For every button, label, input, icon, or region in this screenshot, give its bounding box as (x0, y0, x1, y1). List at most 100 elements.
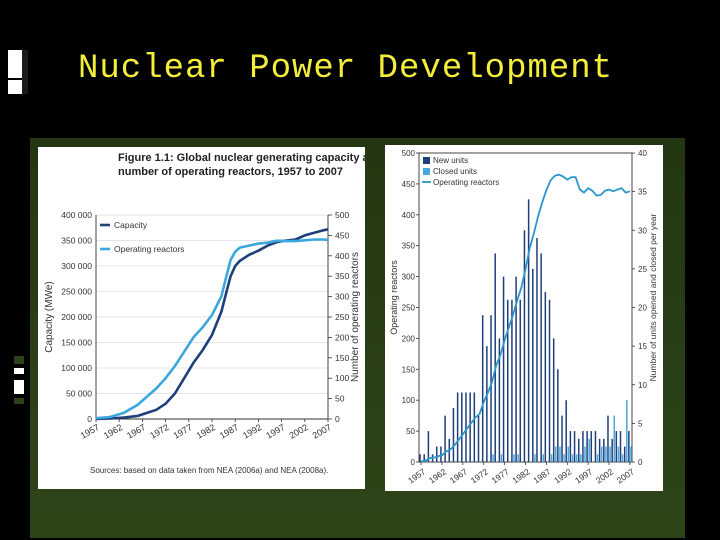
bar-new-units (494, 253, 496, 462)
x-tick-label: 1972 (469, 466, 490, 485)
bar-new-units (557, 369, 559, 462)
bar-new-units (607, 415, 609, 462)
bar-closed-units (500, 454, 503, 462)
y2-tick-label: 400 (335, 251, 349, 261)
bar-closed-units (571, 454, 574, 462)
y2-tick-label: 350 (335, 271, 349, 281)
bar-closed-units (600, 446, 603, 462)
y-tick-label: 200 000 (61, 312, 92, 322)
y-tick-label: 150 (402, 365, 416, 374)
bar-closed-units (575, 454, 578, 462)
bar-new-units (423, 454, 425, 462)
bar-closed-units (555, 446, 557, 462)
y-tick-label: 400 000 (61, 210, 92, 220)
y-tick-label: 300 (402, 273, 416, 282)
bar-new-units (569, 431, 572, 462)
bar-closed-units (613, 415, 616, 462)
bar-closed-units (567, 446, 570, 462)
bar-new-units (548, 299, 551, 462)
x-tick-label: 1972 (148, 422, 170, 441)
bar-closed-units (542, 454, 545, 462)
bar-new-units (486, 346, 488, 462)
y-tick-label: 250 (402, 304, 416, 313)
y-axis-label: Capacity (MWe) (44, 281, 55, 353)
bar-closed-units (517, 454, 519, 462)
series-line-capacity (95, 228, 329, 421)
y-tick-label: 100 (402, 396, 416, 405)
x-tick-label: 1962 (427, 466, 448, 485)
bar-closed-units (563, 454, 565, 462)
bar-new-units (490, 315, 492, 462)
chart-source: Sources: based on data taken from NEA (2… (90, 466, 328, 475)
y-tick-label: 300 000 (61, 261, 92, 271)
chart-title-line: number of operating reactors, 1957 to 20… (118, 166, 343, 178)
x-tick-label: 2007 (615, 466, 636, 485)
legend-swatch (423, 168, 430, 175)
y-tick-label: 350 000 (61, 236, 92, 246)
bar-closed-units (550, 454, 553, 462)
bar-new-units (561, 415, 563, 462)
y2-tick-label: 150 (335, 353, 349, 363)
bar-new-units (511, 299, 513, 462)
bar-new-units (573, 431, 576, 462)
bar-new-units (519, 299, 522, 462)
bar-new-units (536, 237, 538, 462)
x-tick-label: 2002 (287, 422, 309, 441)
y2-tick-label: 0 (638, 458, 643, 467)
y2-tick-label: 50 (335, 394, 345, 404)
bar-new-units (456, 392, 459, 462)
bar-closed-units (534, 454, 536, 462)
legend-label: Operating reactors (114, 244, 184, 254)
bar-closed-units (621, 454, 624, 462)
bar-new-units (444, 415, 446, 462)
x-tick-label: 1982 (195, 422, 217, 441)
bar-new-units (594, 431, 597, 462)
y2-axis-label: Number of units opened and closed per ye… (648, 213, 658, 381)
x-tick-label: 2007 (311, 422, 333, 441)
deco-bar-medium (8, 80, 22, 94)
y2-tick-label: 0 (335, 414, 340, 424)
x-tick-label: 1977 (490, 466, 511, 485)
bar-new-units (582, 431, 584, 462)
y-tick-label: 350 (402, 242, 416, 251)
y2-tick-label: 200 (335, 332, 349, 342)
x-tick-label: 1987 (218, 422, 240, 441)
bar-new-units (586, 431, 588, 462)
y2-tick-label: 35 (638, 188, 647, 197)
x-tick-label: 1982 (510, 466, 531, 485)
x-tick-label: 1997 (573, 466, 594, 485)
bar-new-units (452, 407, 455, 462)
y-tick-label: 500 (402, 149, 416, 158)
bar-new-units (502, 276, 505, 462)
bar-new-units (590, 431, 593, 462)
bar-new-units (498, 338, 501, 462)
y2-tick-label: 25 (638, 265, 647, 274)
bar-new-units (506, 299, 509, 462)
y-axis-label: Operating reactors (389, 260, 399, 335)
y-tick-label: 0 (411, 458, 416, 467)
bar-new-units (611, 438, 613, 462)
bar-new-units (461, 392, 463, 462)
y-tick-label: 50 (406, 427, 415, 436)
x-tick-label: 1987 (531, 466, 552, 485)
y2-tick-label: 30 (638, 226, 647, 235)
y2-tick-label: 250 (335, 312, 349, 322)
legend-label: New units (433, 156, 468, 165)
x-tick-label: 2002 (594, 466, 615, 485)
y2-tick-label: 15 (638, 342, 647, 351)
y-tick-label: 50 000 (66, 389, 92, 399)
plot-frame (418, 152, 633, 463)
bar-new-units (465, 392, 467, 462)
deco-side-strip (14, 356, 24, 364)
bar-closed-units (588, 438, 590, 462)
x-tick-label: 1992 (241, 422, 263, 441)
y-tick-label: 0 (87, 414, 92, 424)
y-tick-label: 450 (402, 180, 416, 189)
bar-new-units (515, 276, 517, 462)
y2-tick-label: 500 (335, 210, 349, 220)
y-tick-label: 150 000 (61, 338, 92, 348)
x-tick-label: 1957 (406, 466, 427, 485)
capacity-chart: Figure 1.1: Global nuclear generating ca… (44, 152, 365, 475)
y-tick-label: 400 (402, 211, 416, 220)
